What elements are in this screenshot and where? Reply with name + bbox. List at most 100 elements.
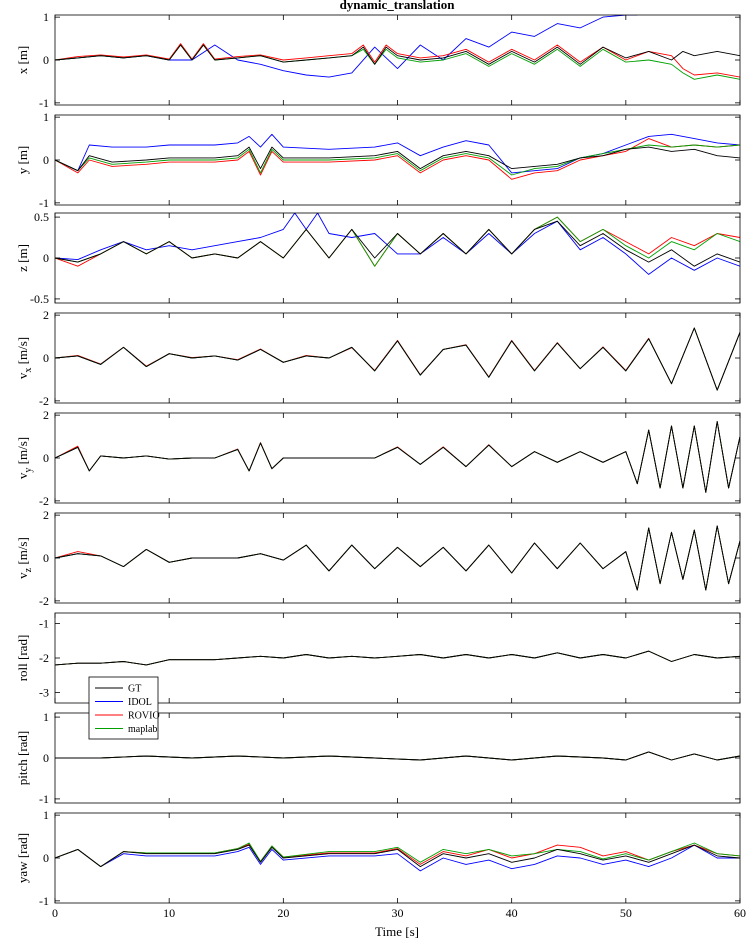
subplot-2: -1 0 1 y [m] — [15, 110, 741, 210]
series-line-idol — [55, 650, 740, 666]
x-tick-label: 10 — [163, 906, 175, 920]
axes-box — [54, 412, 741, 504]
y-axis-label: z [m] — [15, 244, 30, 272]
y-tick-label: -2 — [39, 494, 49, 508]
figure-title: dynamic_translation — [340, 0, 456, 12]
y-axis-label: roll [rad] — [15, 635, 30, 682]
y-axis-label: yaw [rad] — [15, 833, 30, 883]
legend-label-idol: IDOL — [128, 697, 152, 708]
legend-label-rovio: ROVIO — [128, 711, 160, 722]
y-tick-label: 2 — [43, 408, 49, 422]
y-axis-label: vz [m/s] — [15, 537, 34, 579]
series-group — [55, 751, 740, 761]
y-tick-label: -2 — [39, 394, 49, 408]
series-line-maplab — [55, 44, 740, 80]
series-line-rovio — [55, 525, 740, 591]
subplot-6: -2 0 2 vz [m/s] — [15, 508, 741, 608]
axes-box — [54, 812, 741, 904]
series-line-rovio — [55, 421, 740, 493]
x-tick-label: 0 — [52, 906, 58, 920]
y-axis-label: pitch [rad] — [15, 731, 30, 786]
series-line-idol — [55, 844, 740, 872]
y-tick-label: -1 — [39, 96, 49, 110]
y-tick-label: -0.5 — [30, 292, 49, 306]
y-tick-label: 0 — [43, 851, 49, 865]
series-line-rovio — [55, 650, 740, 666]
series-group — [55, 525, 740, 591]
y-tick-label: -3 — [39, 686, 49, 700]
y-tick-label: 1 — [43, 10, 49, 24]
x-tick-label: 20 — [277, 906, 289, 920]
y-axis-label: vx [m/s] — [15, 337, 34, 379]
subplot-1: -1 0 1 x [m] — [15, 10, 741, 110]
series-line-gt — [55, 220, 740, 267]
series-line-gt — [55, 44, 740, 65]
series-line-maplab — [55, 144, 740, 176]
series-line-gt — [55, 844, 740, 868]
x-axis-label: Time [s] — [375, 924, 419, 939]
y-tick-label: -1 — [39, 616, 49, 630]
series-line-maplab — [55, 842, 740, 868]
subplot-8: -1 0 1 pitch [rad] — [15, 710, 741, 806]
x-tick-label: 50 — [620, 906, 632, 920]
axes-box — [54, 212, 741, 304]
y-tick-label: -1 — [39, 196, 49, 210]
series-group — [55, 421, 740, 493]
y-axis-label: y [m] — [15, 146, 30, 175]
series-line-maplab — [55, 525, 740, 591]
y-tick-label: 0 — [43, 551, 49, 565]
series-line-rovio — [55, 327, 740, 391]
y-tick-label: -1 — [39, 792, 49, 806]
series-line-gt — [55, 146, 740, 172]
series-line-maplab — [55, 421, 740, 493]
y-tick-label: 0 — [43, 251, 49, 265]
series-line-maplab — [55, 216, 740, 267]
series-line-idol — [55, 213, 740, 275]
y-tick-label: 0.5 — [34, 210, 49, 224]
y-tick-label: 1 — [43, 110, 49, 124]
series-line-rovio — [55, 43, 740, 78]
series-line-maplab — [55, 650, 740, 666]
x-tick-label: 40 — [506, 906, 518, 920]
series-line-idol — [55, 327, 740, 391]
subplot-3: -0.5 0 0.5 z [m] — [15, 210, 741, 306]
y-tick-label: 1 — [43, 710, 49, 724]
series-line-gt — [55, 327, 740, 391]
y-tick-label: 2 — [43, 308, 49, 322]
y-tick-label: 0 — [43, 53, 49, 67]
axes-box — [54, 14, 741, 106]
axes-box — [54, 312, 741, 404]
subplot-5: -2 0 2 vy [m/s] — [15, 408, 741, 508]
legend-label-maplab: maplab — [128, 724, 157, 735]
x-tick-label: 60 — [734, 906, 746, 920]
axes-box — [54, 114, 741, 206]
series-line-gt — [55, 525, 740, 591]
series-line-idol — [55, 15, 638, 78]
y-tick-label: -2 — [39, 594, 49, 608]
y-axis-label: vy [m/s] — [15, 437, 34, 479]
series-group — [55, 133, 740, 180]
series-line-rovio — [55, 216, 740, 267]
legend: GT IDOL ROVIO maplab — [88, 676, 160, 740]
x-tick-label: 30 — [392, 906, 404, 920]
y-tick-label: 0 — [43, 751, 49, 765]
y-tick-label: 0 — [43, 351, 49, 365]
series-group — [55, 15, 740, 80]
series-line-gt — [55, 650, 740, 666]
series-line-idol — [55, 525, 740, 591]
series-line-gt — [55, 421, 740, 493]
series-group — [55, 650, 740, 666]
y-tick-label: 0 — [43, 153, 49, 167]
y-tick-label: -1 — [39, 894, 49, 908]
y-tick-label: 2 — [43, 508, 49, 522]
y-tick-label: 0 — [43, 451, 49, 465]
subplot-7: -3 -2 -1 roll [rad] — [15, 612, 741, 704]
series-group — [55, 842, 740, 872]
y-axis-label: x [m] — [15, 46, 30, 75]
legend-label-gt: GT — [128, 684, 141, 695]
subplot-4: -2 0 2 vx [m/s] — [15, 308, 741, 408]
series-line-maplab — [55, 327, 740, 391]
